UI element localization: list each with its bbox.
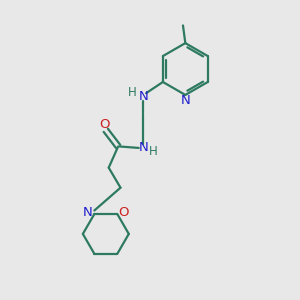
Text: N: N: [83, 206, 93, 219]
Text: H: H: [128, 86, 136, 99]
Text: N: N: [138, 90, 148, 103]
Text: O: O: [118, 206, 129, 219]
Text: N: N: [181, 94, 190, 107]
Text: O: O: [99, 118, 110, 131]
Text: N: N: [138, 141, 148, 154]
Text: H: H: [149, 145, 158, 158]
